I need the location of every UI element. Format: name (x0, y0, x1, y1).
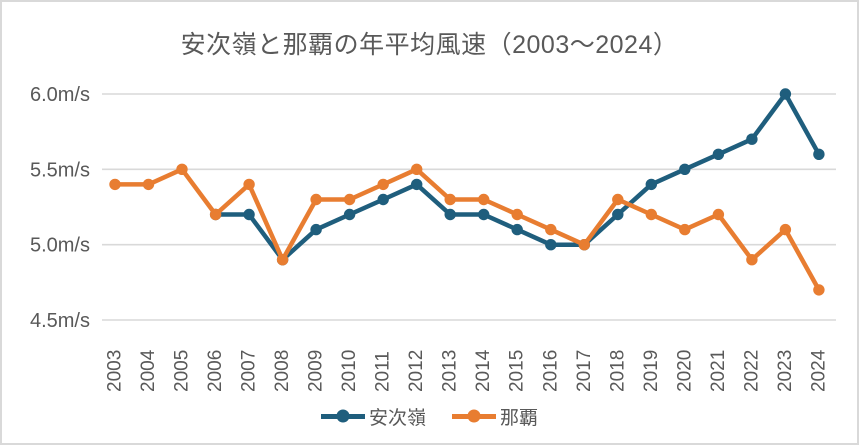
x-axis-tick-label: 2017 (574, 350, 595, 392)
data-point (645, 208, 657, 221)
legend: 安次嶺 那覇 (2, 403, 857, 429)
data-point (310, 223, 322, 236)
data-point (176, 163, 188, 175)
data-point (478, 193, 490, 206)
data-point (444, 208, 456, 221)
x-axis-tick-label: 2014 (473, 349, 494, 392)
x-axis-tick-label: 2009 (306, 350, 327, 392)
y-axis-tick-label: 5.5m/s (30, 159, 90, 181)
data-point (444, 193, 456, 206)
y-axis-tick-label: 6.0m/s (30, 84, 90, 106)
x-axis-tick-label: 2004 (138, 349, 159, 392)
data-point (545, 239, 557, 251)
data-point (511, 208, 523, 221)
x-axis-tick-label: 2015 (507, 350, 528, 392)
data-point (746, 254, 758, 266)
legend-dot-icon (467, 409, 481, 423)
legend-item-1: 那覇 (452, 403, 538, 430)
data-point (578, 239, 590, 251)
data-point (679, 223, 691, 236)
x-axis-tick-label: 2003 (105, 350, 126, 392)
legend-dot-icon (336, 409, 350, 423)
x-axis-tick-label: 2019 (641, 350, 662, 392)
x-axis-tick-label: 2006 (205, 350, 226, 392)
x-axis-tick-label: 2005 (172, 350, 193, 392)
data-point (209, 208, 222, 221)
x-axis-tick-label: 2012 (406, 350, 427, 392)
x-axis-tick-label: 2011 (373, 351, 394, 392)
data-point (746, 133, 758, 145)
data-point (545, 223, 557, 236)
legend-label: 那覇 (500, 407, 539, 429)
x-axis-tick-label: 2016 (540, 350, 561, 392)
x-axis-tick-label: 2023 (775, 350, 796, 392)
x-axis-tick-label: 2022 (741, 350, 762, 392)
chart-title: 安次嶺と那覇の年平均風速（2003～2024） (180, 31, 679, 59)
data-point (109, 178, 121, 191)
data-point (343, 193, 356, 206)
y-axis-tick-label: 5.0m/s (30, 235, 90, 257)
data-point (679, 163, 691, 175)
data-point (511, 223, 523, 236)
y-axis-tick-label: 4.5m/s (30, 310, 90, 332)
data-point (612, 193, 624, 206)
data-point (411, 178, 423, 191)
data-point (310, 193, 322, 206)
legend-line-marker (320, 409, 365, 423)
legend-line-marker (452, 409, 496, 423)
x-axis-tick-label: 2020 (674, 350, 695, 392)
data-point (411, 163, 423, 175)
x-axis-tick-label: 2007 (239, 350, 260, 392)
legend-item-0: 安次嶺 (320, 403, 426, 430)
series-line-1 (112, 167, 822, 293)
legend-label: 安次嶺 (368, 407, 426, 429)
x-axis-tick-label: 2018 (607, 350, 628, 392)
data-point (813, 284, 825, 296)
x-axis-tick-label: 2013 (440, 350, 461, 392)
data-point (712, 208, 725, 221)
x-axis-tick-label: 2021 (708, 350, 729, 392)
data-point (645, 178, 657, 191)
data-point (142, 178, 155, 191)
data-point (243, 208, 255, 221)
x-axis-tick-label: 2008 (272, 350, 293, 392)
data-point (779, 88, 792, 100)
x-axis-tick-label: 2024 (808, 349, 829, 392)
data-point (377, 178, 389, 191)
x-axis-tick-label: 2010 (339, 350, 360, 392)
data-point (612, 208, 624, 221)
data-point (813, 148, 825, 160)
data-point (377, 193, 389, 206)
data-point (243, 178, 255, 191)
data-point (343, 208, 356, 221)
data-point (779, 223, 792, 236)
data-point (276, 254, 289, 266)
data-point (712, 148, 725, 160)
data-point (478, 208, 490, 221)
